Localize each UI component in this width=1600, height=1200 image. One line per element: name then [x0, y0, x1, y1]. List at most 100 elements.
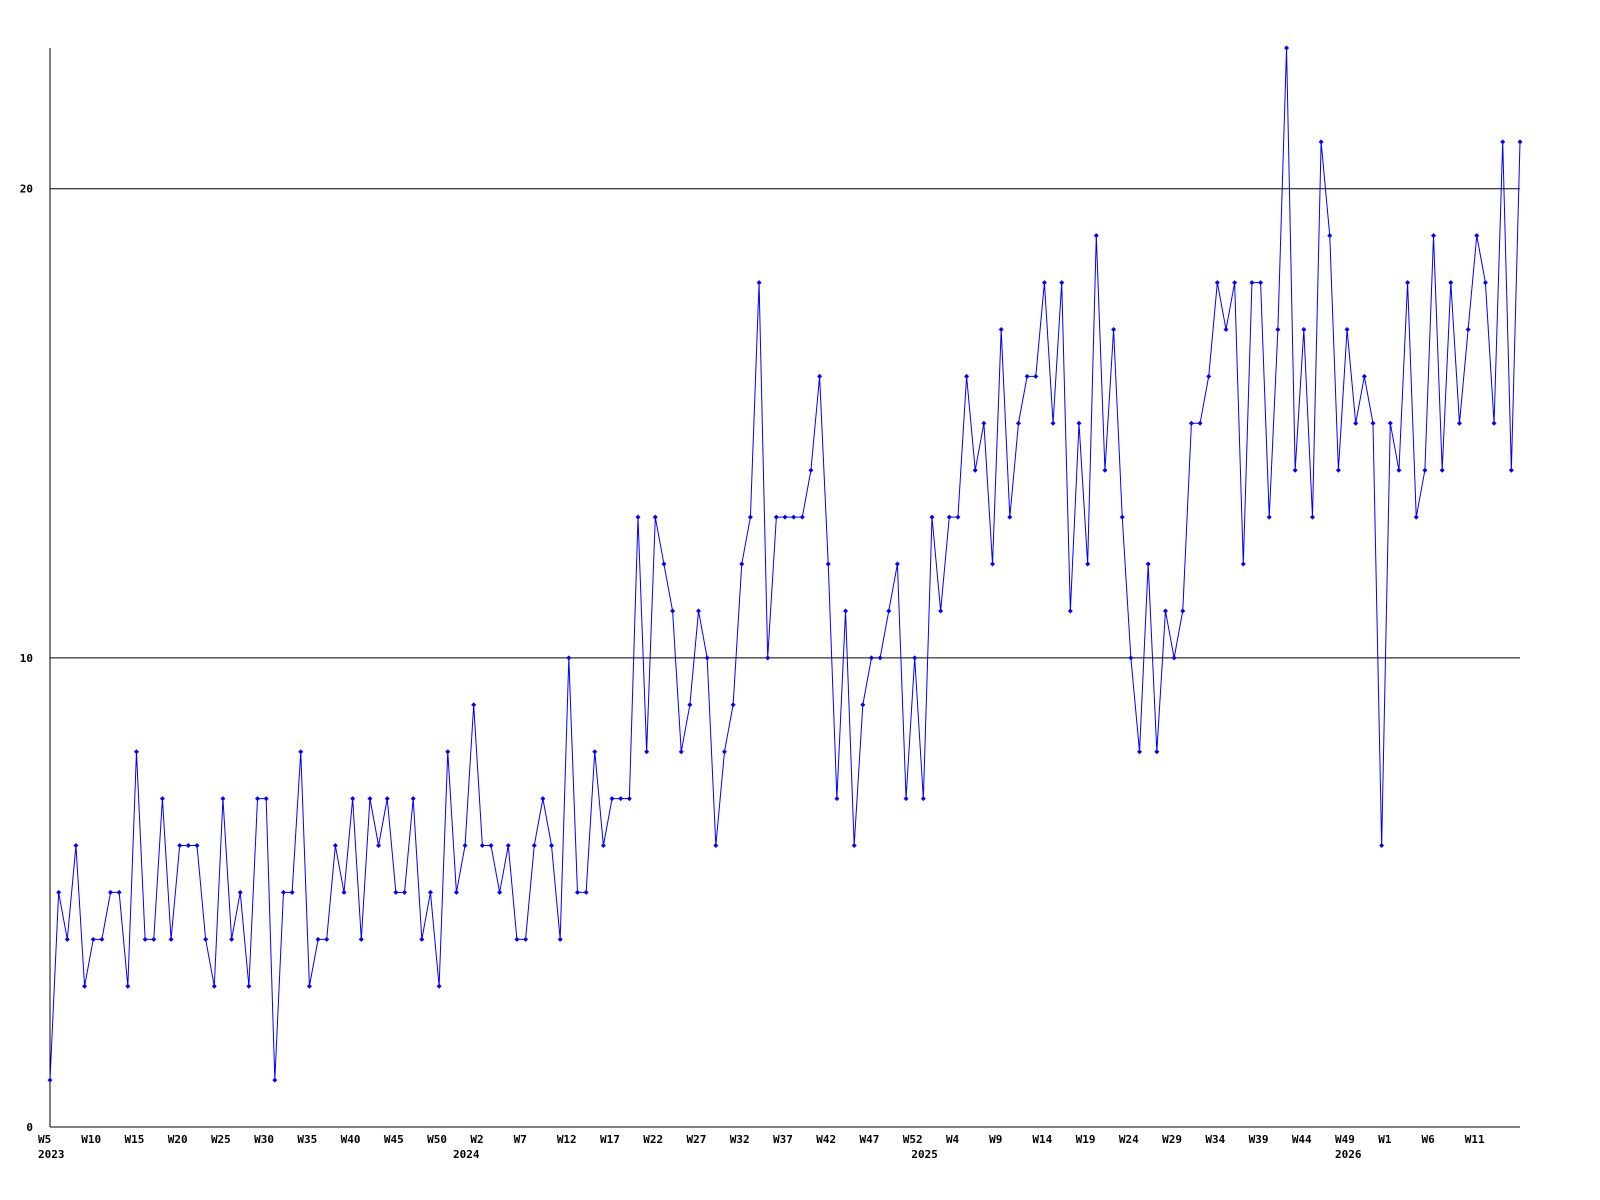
- data-point: [419, 936, 425, 942]
- data-point: [670, 608, 676, 614]
- data-point: [566, 655, 572, 661]
- data-point: [203, 936, 209, 942]
- data-point: [393, 889, 399, 895]
- data-point: [1456, 420, 1462, 426]
- x-tick-label: W7: [514, 1133, 527, 1146]
- x-tick-label: W2: [470, 1133, 483, 1146]
- x-tick-label: W15: [124, 1133, 144, 1146]
- x-year-label: 2026: [1335, 1148, 1362, 1161]
- data-point: [289, 889, 295, 895]
- data-point: [523, 936, 529, 942]
- data-point: [168, 936, 174, 942]
- data-point: [194, 843, 200, 849]
- data-point: [721, 749, 727, 755]
- data-point: [177, 843, 183, 849]
- data-point: [1361, 373, 1367, 379]
- data-point: [618, 796, 624, 802]
- data-point: [808, 467, 814, 473]
- data-point: [1145, 561, 1151, 567]
- data-point: [133, 749, 139, 755]
- data-point: [886, 608, 892, 614]
- data-point: [756, 280, 762, 286]
- data-point: [877, 655, 883, 661]
- data-point: [1517, 139, 1523, 145]
- data-point: [696, 608, 702, 614]
- data-point: [367, 796, 373, 802]
- data-point: [1508, 467, 1514, 473]
- x-tick-label: W11: [1465, 1133, 1485, 1146]
- data-point: [1370, 420, 1376, 426]
- data-point: [1258, 280, 1264, 286]
- x-tick-label: W30: [254, 1133, 274, 1146]
- data-point: [315, 936, 321, 942]
- data-point: [1318, 139, 1324, 145]
- data-point: [1171, 655, 1177, 661]
- data-point: [592, 749, 598, 755]
- data-point: [1015, 420, 1021, 426]
- data-point: [436, 983, 442, 989]
- data-point: [1301, 326, 1307, 332]
- x-tick-label: W20: [168, 1133, 188, 1146]
- data-point: [981, 420, 987, 426]
- x-tick-label: W32: [730, 1133, 750, 1146]
- data-point: [851, 843, 857, 849]
- data-point: [1500, 139, 1506, 145]
- data-point: [1240, 561, 1246, 567]
- data-point: [108, 889, 114, 895]
- x-tick-label: W40: [341, 1133, 361, 1146]
- data-point: [1431, 233, 1437, 239]
- data-point: [817, 373, 823, 379]
- x-tick-label: W6: [1422, 1133, 1436, 1146]
- data-point: [64, 936, 70, 942]
- data-point: [583, 889, 589, 895]
- x-tick-label: W14: [1032, 1133, 1052, 1146]
- data-point: [211, 983, 217, 989]
- data-point: [825, 561, 831, 567]
- data-point: [557, 936, 563, 942]
- data-point: [1119, 514, 1125, 520]
- data-point: [1059, 280, 1065, 286]
- x-tick-label: W34: [1205, 1133, 1225, 1146]
- y-tick-label: 10: [20, 652, 33, 665]
- data-point: [894, 561, 900, 567]
- data-point: [479, 843, 485, 849]
- data-point: [427, 889, 433, 895]
- data-point: [609, 796, 615, 802]
- data-point: [341, 889, 347, 895]
- data-point: [1093, 233, 1099, 239]
- x-tick-label: W49: [1335, 1133, 1355, 1146]
- data-point: [739, 561, 745, 567]
- x-tick-label: W5: [38, 1133, 51, 1146]
- data-point: [1482, 280, 1488, 286]
- data-point: [540, 796, 546, 802]
- data-point: [1197, 420, 1203, 426]
- data-point: [306, 983, 312, 989]
- data-point: [531, 843, 537, 849]
- data-point: [938, 608, 944, 614]
- data-point: [1465, 326, 1471, 332]
- data-point: [1067, 608, 1073, 614]
- data-point: [1050, 420, 1056, 426]
- data-point: [946, 514, 952, 520]
- x-tick-label: W4: [946, 1133, 960, 1146]
- data-point: [920, 796, 926, 802]
- x-tick-label: W9: [989, 1133, 1002, 1146]
- y-tick-label: 0: [26, 1121, 33, 1134]
- data-point: [1128, 655, 1134, 661]
- data-point: [255, 796, 261, 802]
- data-point: [376, 843, 382, 849]
- data-point: [1266, 514, 1272, 520]
- data-point: [929, 514, 935, 520]
- x-year-label: 2025: [911, 1148, 938, 1161]
- data-point: [82, 983, 88, 989]
- x-tick-label: W10: [81, 1133, 101, 1146]
- x-tick-label: W44: [1292, 1133, 1312, 1146]
- x-tick-label: W29: [1162, 1133, 1182, 1146]
- data-point: [1353, 420, 1359, 426]
- data-point: [280, 889, 286, 895]
- data-point: [488, 843, 494, 849]
- data-point: [1309, 514, 1315, 520]
- data-point: [990, 561, 996, 567]
- data-line: [49, 47, 1521, 1081]
